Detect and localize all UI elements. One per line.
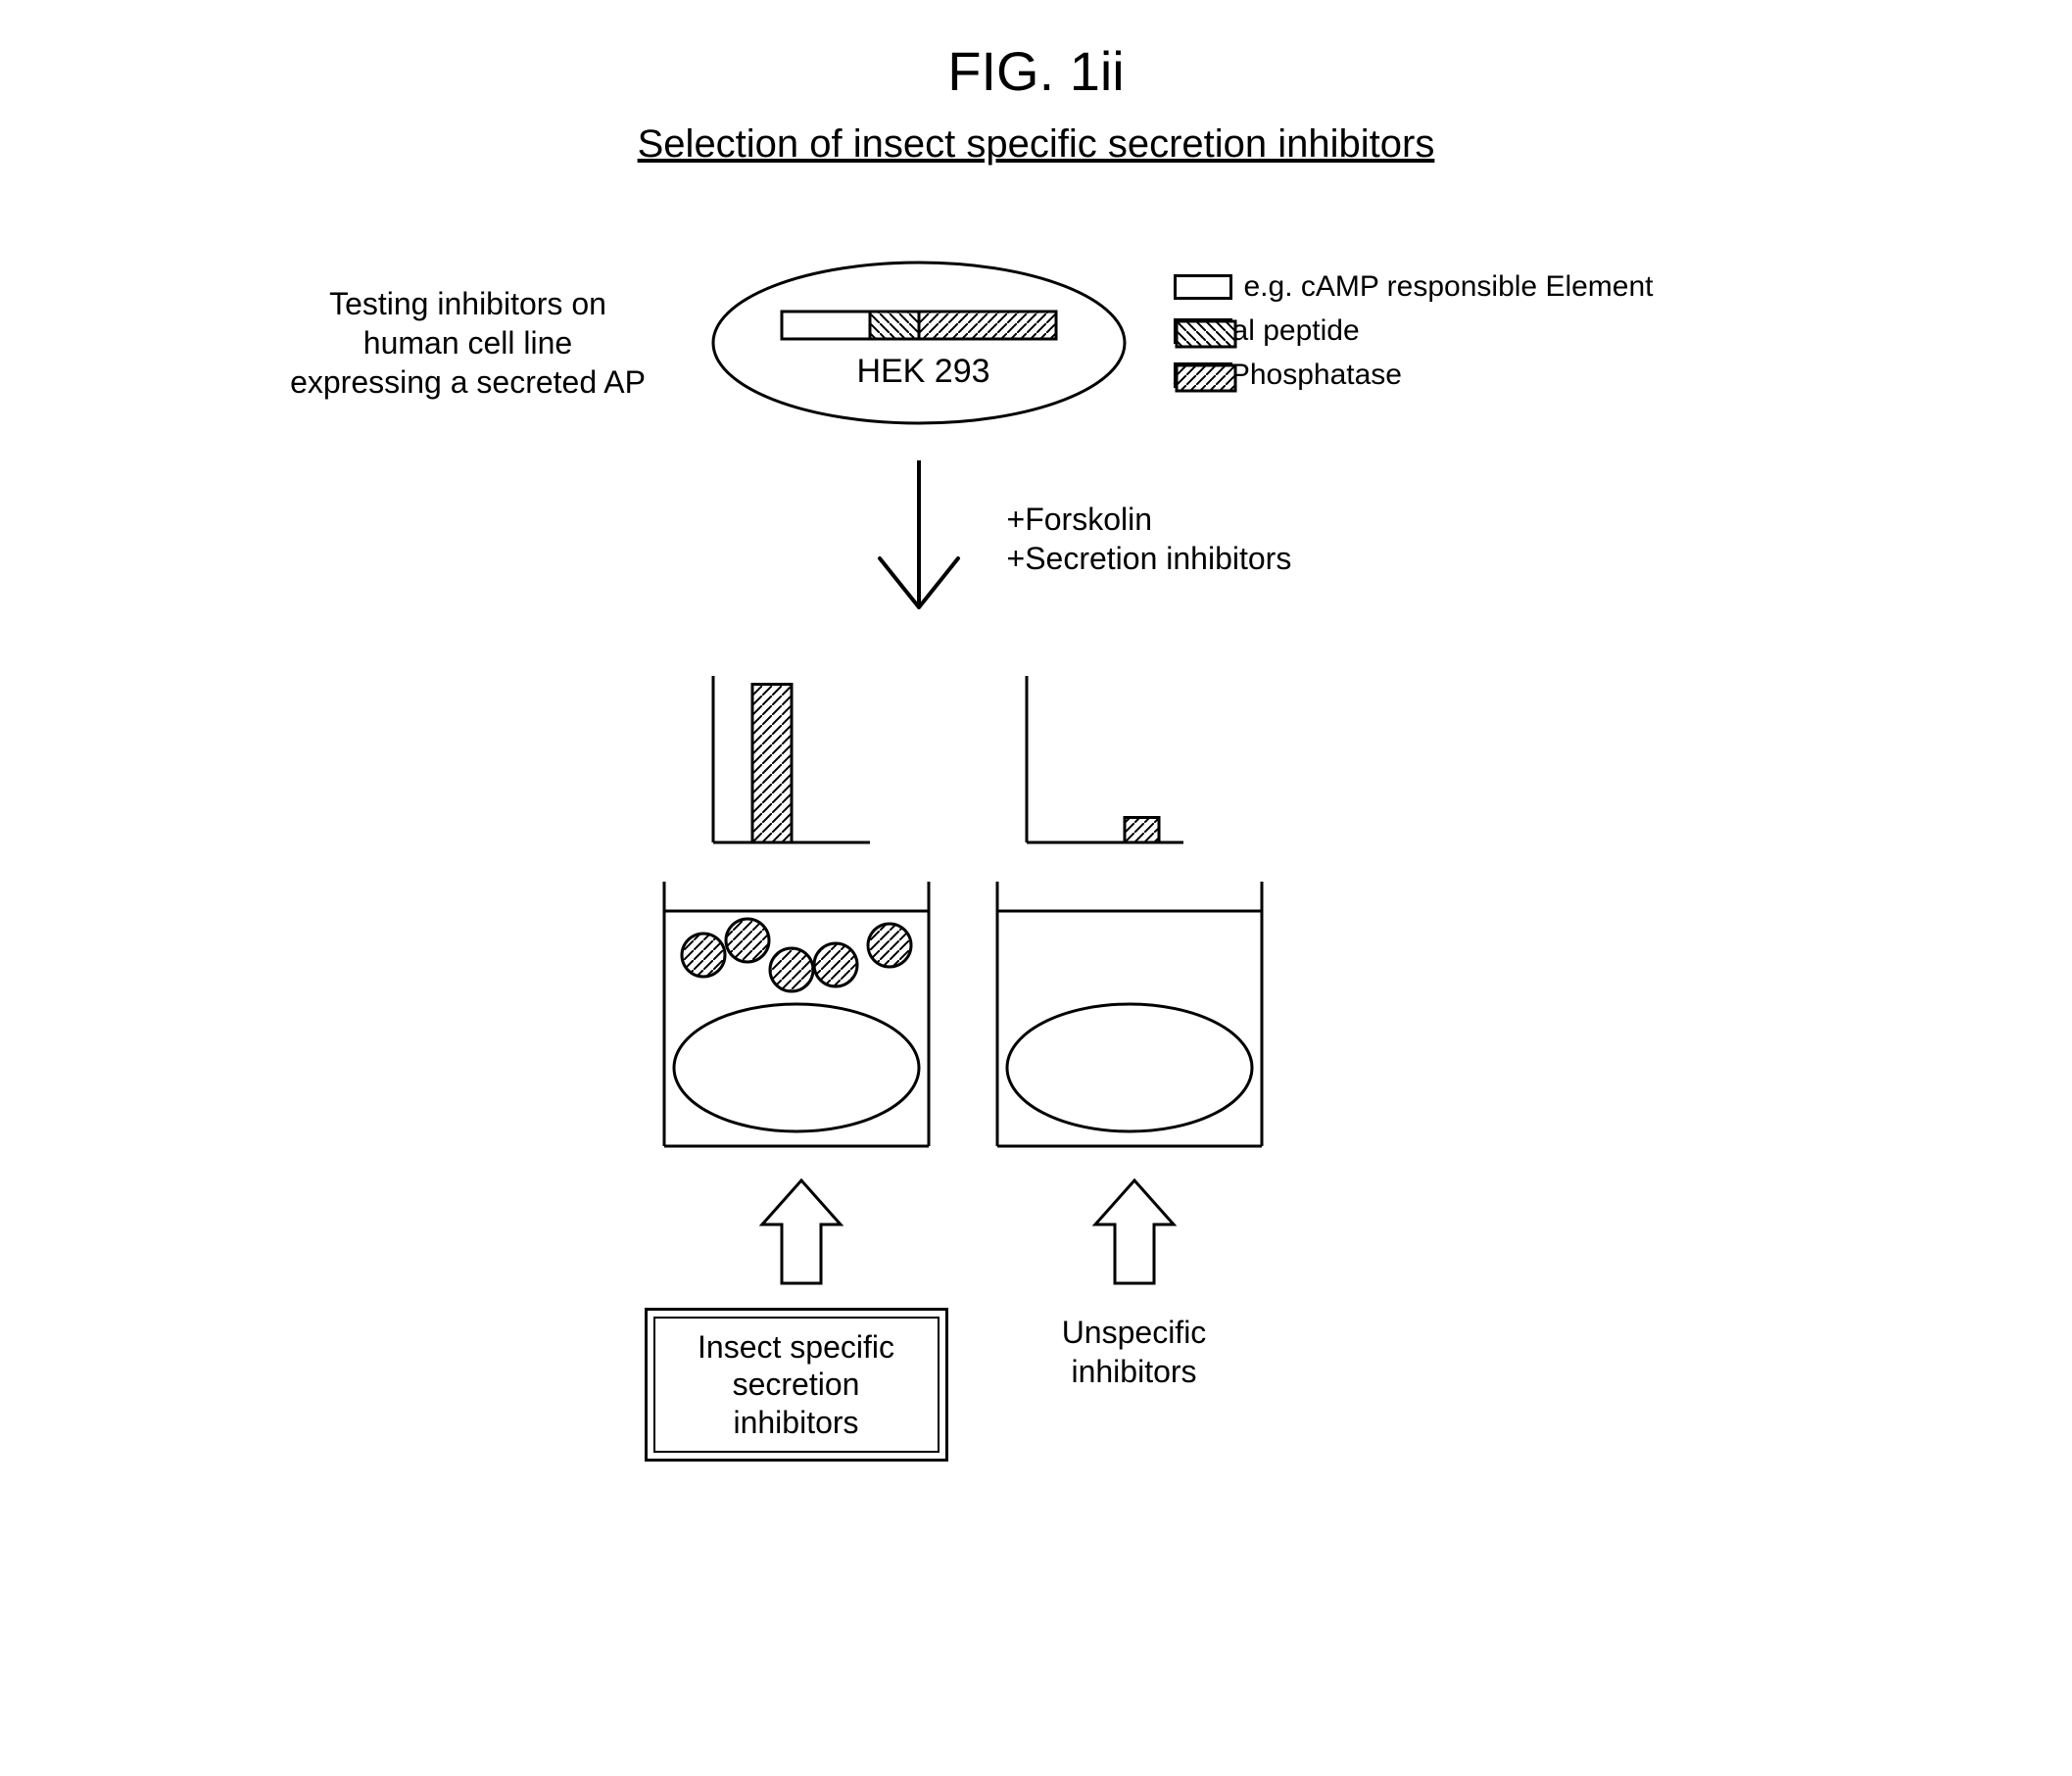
arrow-label-line: +Secretion inhibitors	[1007, 539, 1399, 578]
outcome-right: Unspecific inhibitors	[1007, 1313, 1262, 1391]
chart-left	[684, 666, 880, 862]
legend-label: e.g. cAMP responsible Element	[1244, 264, 1654, 309]
legend-swatch-hatch-ne	[1174, 362, 1232, 388]
figure-subtitle: Selection of insect specific secretion i…	[253, 122, 1820, 167]
figure: FIG. 1ii Selection of insect specific se…	[253, 39, 1820, 1597]
up-arrow-left	[752, 1176, 850, 1293]
arrow-label-line: +Forskolin	[1007, 500, 1399, 539]
down-arrow	[860, 460, 978, 656]
legend-swatch-hatch-nw	[1174, 318, 1232, 344]
outcome-left-line: Insect specific	[661, 1328, 932, 1366]
left-description-line: expressing a secreted AP	[263, 362, 674, 402]
arrow-labels: +Forskolin +Secretion inhibitors	[1007, 500, 1399, 578]
diagram-stage: Testing inhibitors on human cell line ex…	[253, 274, 1820, 1597]
outcome-left-line: secretion	[661, 1366, 932, 1403]
figure-label: FIG. 1ii	[253, 39, 1820, 103]
legend-item: Signal peptide	[1174, 309, 1654, 353]
up-arrow-right	[1085, 1176, 1183, 1293]
outcome-left-line: inhibitors	[661, 1404, 932, 1441]
cell-label: HEK 293	[801, 351, 1046, 393]
left-description-line: human cell line	[263, 323, 674, 362]
chart-right	[997, 666, 1193, 862]
outcome-left-box: Insect specific secretion inhibitors	[645, 1308, 948, 1462]
left-description: Testing inhibitors on human cell line ex…	[263, 284, 674, 402]
outcome-right-line: inhibitors	[1007, 1352, 1262, 1391]
legend-swatch-blank	[1174, 274, 1232, 300]
dish-right	[978, 872, 1281, 1166]
legend-item: Alk. Phosphatase	[1174, 353, 1654, 397]
legend: e.g. cAMP responsible Element Signal pep…	[1174, 264, 1654, 397]
left-description-line: Testing inhibitors on	[263, 284, 674, 323]
legend-item: e.g. cAMP responsible Element	[1174, 264, 1654, 309]
dish-left	[645, 872, 948, 1166]
outcome-right-line: Unspecific	[1007, 1313, 1262, 1352]
